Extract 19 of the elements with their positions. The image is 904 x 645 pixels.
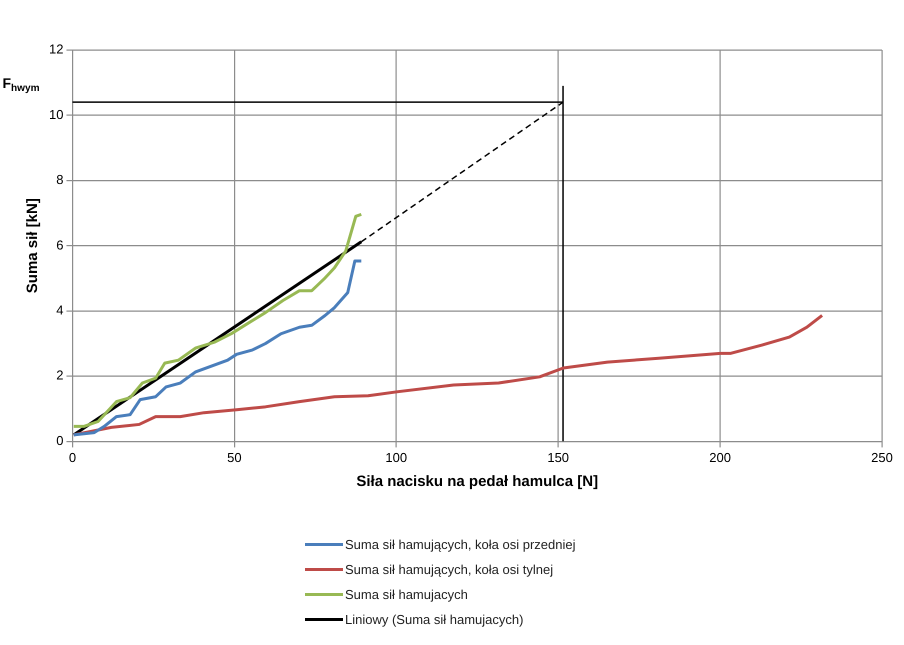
y-tick-label: 4 [56,302,64,318]
y-tick-label: 2 [56,368,64,383]
legend-label: Suma sił hamujacych [345,587,468,602]
legend-label: Suma sił hamujących, koła osi tylnej [345,562,554,577]
x-tick-label: 0 [68,450,76,465]
x-tick-label: 250 [871,450,893,465]
y-tick-label: 12 [48,42,64,57]
x-tick-label: 100 [385,450,408,465]
y-axis-title: Suma sił [kN] [24,198,42,294]
y-tick-label: 10 [48,106,64,122]
legend-label: Suma sił hamujących, koła osi przedniej [345,537,576,552]
y-tick-label: 6 [56,237,64,252]
x-tick-label: 50 [227,450,242,465]
x-tick-label: 200 [709,450,731,465]
y-tick-label: 0 [56,432,64,448]
x-tick-label: 150 [547,450,570,465]
y-tick-label: 8 [56,172,64,188]
x-axis-title: Siła nacisku na pedał hamulca [N] [356,473,598,490]
legend-label: Liniowy (Suma sił hamujacych) [345,612,524,627]
